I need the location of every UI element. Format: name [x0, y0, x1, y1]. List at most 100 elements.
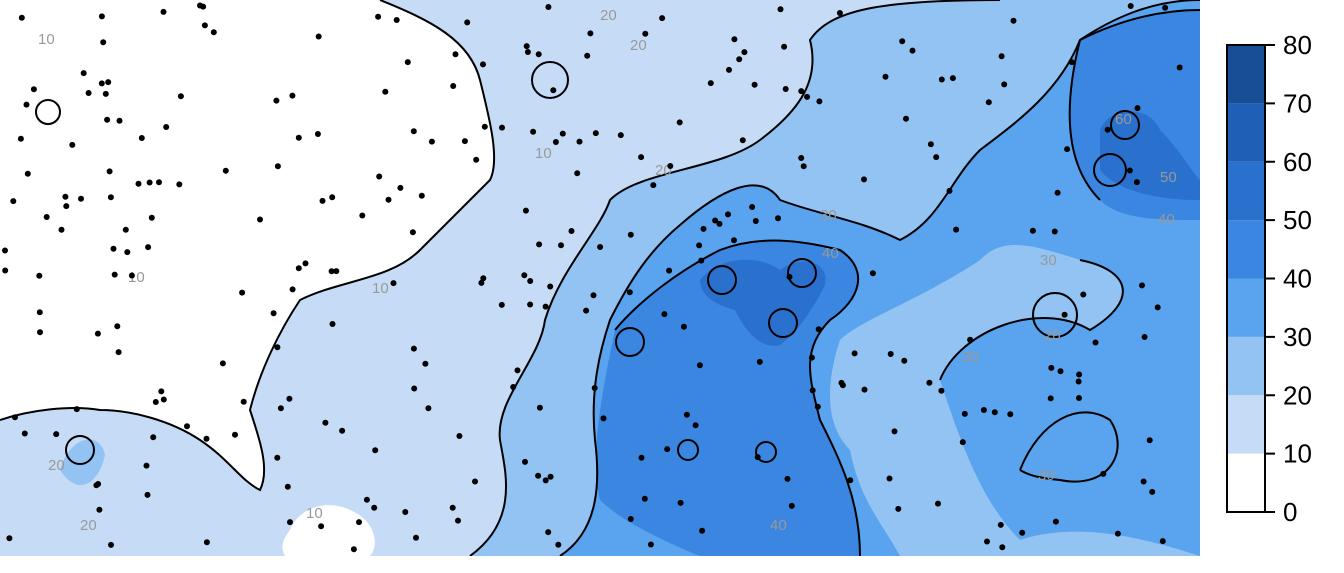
sample-point	[163, 124, 170, 130]
sample-point	[53, 431, 60, 438]
sample-point	[372, 447, 379, 454]
sample-point	[160, 8, 167, 15]
sample-point	[393, 17, 400, 23]
sample-point	[555, 541, 562, 548]
sample-point	[804, 93, 811, 100]
sample-point	[289, 92, 296, 99]
sample-point	[895, 505, 902, 512]
sample-point	[946, 187, 953, 194]
sample-point	[641, 495, 648, 502]
legend-tick-label: 50	[1283, 205, 1312, 235]
sample-point	[69, 141, 76, 148]
sample-point	[901, 357, 908, 364]
sample-point	[600, 415, 607, 422]
level-50-60-region	[700, 259, 826, 346]
sample-point	[1019, 529, 1026, 536]
sample-point	[683, 411, 690, 418]
sample-point	[980, 407, 987, 413]
sample-point	[43, 214, 50, 220]
sample-point	[410, 345, 417, 352]
sample-point	[535, 51, 542, 58]
sample-point	[731, 237, 737, 244]
sample-point	[999, 544, 1006, 551]
sample-point	[938, 76, 945, 83]
sample-point	[160, 396, 167, 403]
sample-point	[106, 168, 113, 175]
sample-point	[200, 3, 207, 10]
sample-point	[642, 30, 649, 37]
sample-point	[1051, 228, 1058, 235]
sample-point	[397, 184, 404, 191]
contour-ring-40-d	[615, 327, 645, 357]
sample-point	[413, 534, 419, 541]
sample-point	[78, 195, 84, 202]
sample-point	[232, 431, 238, 438]
sample-point	[798, 88, 805, 95]
sample-point	[404, 59, 411, 66]
contour-label-60: 60	[1115, 111, 1132, 128]
contour-line-40-northeast	[1068, 9, 1200, 201]
sample-point	[274, 163, 281, 170]
sample-point	[1146, 437, 1153, 444]
legend-tick-label: 0	[1283, 497, 1297, 527]
sample-point	[148, 214, 155, 221]
sample-point	[1007, 411, 1014, 418]
sample-point	[626, 289, 633, 296]
sample-point	[270, 310, 277, 317]
sample-point	[1054, 189, 1061, 196]
sample-point	[177, 93, 184, 100]
sample-point	[527, 278, 534, 284]
contour-label-10: 10	[38, 31, 55, 48]
sample-point	[1126, 167, 1133, 174]
sample-point	[677, 499, 684, 506]
sample-point	[891, 428, 898, 435]
sample-point	[122, 226, 129, 233]
sample-point	[62, 193, 69, 200]
sample-point	[547, 473, 554, 480]
sample-point	[752, 218, 759, 224]
sample-point	[861, 176, 867, 183]
sample-point	[661, 311, 668, 318]
sample-point	[692, 422, 699, 429]
sample-point	[700, 225, 707, 232]
sample-point	[289, 286, 296, 293]
sample-point	[257, 216, 263, 223]
sample-point	[158, 388, 165, 395]
sample-point	[647, 541, 654, 548]
sample-point	[696, 242, 703, 249]
sample-point	[550, 87, 557, 94]
contour-label-20: 20	[630, 37, 647, 54]
sample-point	[927, 141, 934, 148]
sample-point	[1114, 530, 1121, 537]
color-legend: 0 10 20 30 40 50 60 70 80	[1200, 0, 1344, 568]
sample-point	[998, 53, 1005, 60]
sample-point	[464, 19, 471, 26]
sample-point	[480, 275, 487, 282]
sample-point	[425, 405, 432, 412]
sample-point	[359, 212, 366, 219]
sample-point	[339, 427, 346, 434]
sample-point	[739, 137, 746, 144]
sample-point	[726, 66, 732, 73]
sample-point	[800, 163, 807, 170]
sample-point	[1159, 538, 1166, 545]
sample-point	[58, 226, 65, 233]
sample-point	[452, 51, 459, 58]
contour-ring-0-e	[1032, 292, 1078, 338]
legend-swatch-60-70	[1227, 103, 1265, 162]
sample-point	[514, 367, 521, 374]
sample-point	[716, 220, 723, 227]
sample-point	[815, 326, 822, 333]
sample-point	[124, 249, 131, 256]
sample-point	[584, 52, 591, 59]
legend-swatch-0-10	[1227, 453, 1265, 512]
sample-point	[203, 539, 210, 546]
contour-line-40-central	[614, 239, 861, 556]
legend-colorbar: 0 10 20 30 40 50 60 70 80	[1226, 30, 1312, 527]
legend-swatch-40-50	[1227, 220, 1265, 279]
sample-point	[524, 49, 531, 55]
sample-point	[809, 387, 816, 394]
sample-point	[295, 265, 302, 272]
sample-point	[696, 362, 703, 369]
sample-point	[98, 80, 105, 87]
